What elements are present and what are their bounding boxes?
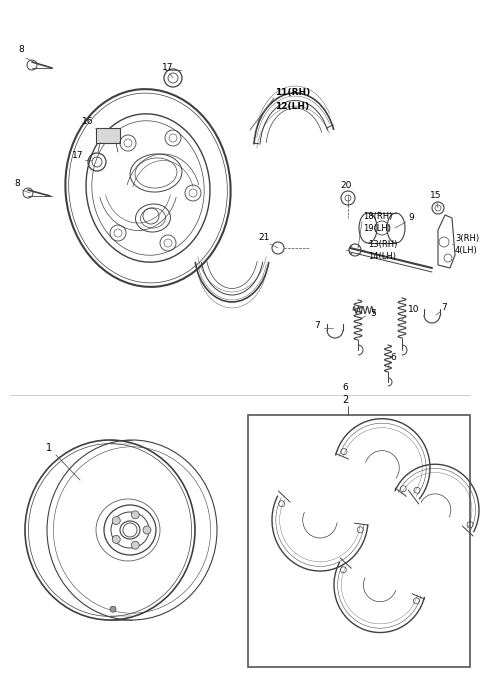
- Text: 16: 16: [82, 118, 94, 126]
- Text: 17: 17: [72, 151, 84, 160]
- Text: 11(RH): 11(RH): [275, 89, 310, 97]
- Bar: [96, 128, 120, 143]
- Text: 18(RH): 18(RH): [363, 212, 392, 220]
- Text: 8: 8: [14, 178, 20, 187]
- Text: 2: 2: [342, 395, 348, 405]
- Text: 14(LH): 14(LH): [368, 251, 396, 260]
- Text: 9: 9: [408, 214, 414, 222]
- Text: 8: 8: [18, 45, 24, 55]
- Text: 7: 7: [441, 304, 447, 312]
- Bar: [248, 415, 470, 667]
- Circle shape: [131, 511, 139, 518]
- Text: 1: 1: [46, 443, 52, 453]
- Circle shape: [143, 526, 151, 534]
- Text: 5: 5: [370, 310, 376, 318]
- Text: 6: 6: [342, 383, 348, 393]
- Text: 4(LH): 4(LH): [455, 245, 478, 254]
- Text: 21: 21: [258, 233, 269, 243]
- Text: 12(LH): 12(LH): [275, 103, 309, 112]
- Text: 19(LH): 19(LH): [363, 224, 391, 233]
- Text: 7: 7: [314, 320, 320, 329]
- Circle shape: [112, 535, 120, 544]
- Text: 20: 20: [340, 181, 351, 191]
- Text: 6: 6: [390, 354, 396, 362]
- Text: 13(RH): 13(RH): [368, 239, 397, 249]
- Text: 10: 10: [408, 306, 420, 314]
- Text: 15: 15: [430, 191, 442, 201]
- Text: 17: 17: [162, 64, 173, 72]
- Circle shape: [110, 606, 116, 612]
- Text: 3(RH): 3(RH): [455, 233, 479, 243]
- Circle shape: [131, 541, 139, 549]
- Circle shape: [112, 516, 120, 525]
